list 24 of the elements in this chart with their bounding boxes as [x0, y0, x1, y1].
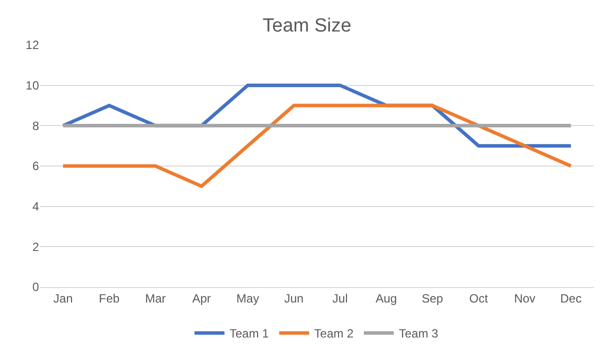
x-tick-label: Nov [514, 291, 536, 306]
x-tick-label: Sep [422, 291, 444, 306]
x-tick-label: Oct [469, 291, 489, 306]
x-tick-label: Mar [145, 291, 166, 306]
y-tick-label: 0 [32, 280, 40, 294]
y-tick-label: 12 [26, 38, 40, 52]
legend-label: Team 3 [398, 326, 439, 341]
x-tick-label: Feb [98, 291, 120, 306]
x-tick-label: Jun [284, 291, 304, 306]
x-tick-label: Jul [332, 291, 348, 306]
y-tick-label: 10 [26, 78, 40, 93]
x-tick-label: Jan [53, 291, 73, 306]
chart-title: Team Size [262, 15, 352, 36]
y-tick-label: 2 [32, 240, 40, 254]
x-tick-label: May [236, 291, 260, 306]
legend-label: Team 1 [230, 326, 270, 341]
x-tick-label: Aug [376, 291, 397, 306]
x-tick-label: Dec [560, 291, 582, 306]
x-tick-label: Apr [192, 291, 211, 306]
line-series [61, 104, 573, 188]
legend-label: Team 2 [314, 326, 354, 341]
y-tick-label: 6 [32, 159, 40, 174]
y-tick-label: 4 [32, 200, 40, 214]
y-tick-label: 8 [32, 118, 40, 133]
